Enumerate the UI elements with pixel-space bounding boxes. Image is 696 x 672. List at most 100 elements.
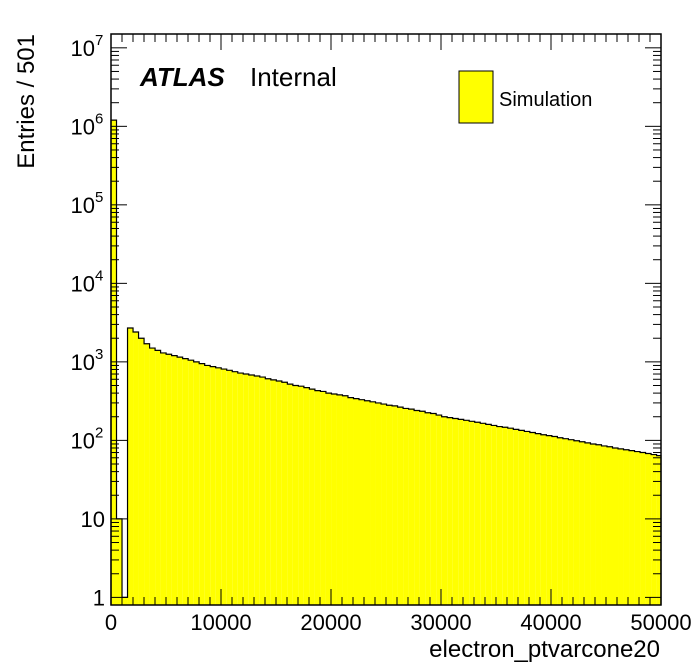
histogram-bin (204, 365, 211, 605)
histogram-bin (480, 423, 486, 605)
histogram-bin (309, 389, 315, 605)
histogram-bin (535, 433, 541, 605)
histogram-bin (546, 435, 552, 605)
histogram-bin (656, 455, 661, 605)
y-tick-label: 310 (71, 346, 104, 375)
x-axis-title: electron_ptvarcone20 (429, 636, 660, 663)
histogram-bin (325, 393, 332, 605)
y-tick-base: 10 (71, 193, 95, 218)
histogram-bin (160, 352, 167, 605)
y-tick-label: 510 (71, 189, 104, 218)
y-tick-exponent: 7 (95, 32, 103, 49)
histogram-bin (408, 409, 415, 605)
histogram-bin (414, 410, 420, 605)
histogram-bin (386, 405, 393, 605)
x-tick-label: 50000 (630, 610, 691, 635)
histogram-bin (155, 350, 161, 605)
histogram-bin (606, 446, 613, 605)
x-tick-labels: 0 10000 20000 30000 40000 50000 (105, 610, 692, 635)
histogram-bin (419, 411, 426, 605)
histogram-bin (584, 442, 591, 605)
histogram-bin (441, 416, 448, 605)
y-tick-exponent: 5 (95, 189, 103, 206)
histogram-bin (573, 440, 580, 605)
histogram-bin (138, 338, 145, 605)
histogram-bin (623, 449, 630, 605)
histogram-bars (111, 120, 661, 605)
histogram-bin (177, 357, 183, 605)
histogram-bin (199, 363, 205, 605)
histogram-bin (474, 422, 481, 605)
histogram-bin (524, 431, 530, 605)
histogram-bin (221, 369, 227, 605)
histogram-bin (601, 445, 607, 605)
y-tick-base: 10 (71, 114, 95, 139)
histogram-bin (513, 429, 519, 605)
histogram-bin (579, 441, 585, 605)
histogram-bin (347, 397, 354, 605)
histogram-bin (364, 400, 371, 605)
histogram-bin (193, 361, 200, 605)
internal-label: Internal (250, 62, 337, 92)
histogram-bin (458, 419, 464, 605)
histogram-bin (518, 430, 525, 605)
histogram-bin (392, 405, 398, 605)
histogram-bin (403, 408, 409, 605)
histogram-bin (397, 407, 404, 605)
histogram-bin (507, 428, 514, 605)
histogram-bin (375, 402, 382, 605)
histogram-bin (276, 381, 282, 605)
histogram-bin (331, 393, 337, 605)
y-tick-label: 210 (71, 424, 104, 453)
histogram-bin (320, 391, 326, 605)
histogram-bin (353, 398, 359, 605)
histogram-bin (447, 417, 453, 605)
histogram-bin (568, 439, 574, 605)
histogram-bin (463, 420, 470, 605)
histogram-bin (270, 379, 277, 605)
y-tick-exponent: 4 (95, 267, 103, 284)
histogram-bin (298, 386, 304, 605)
histogram-bin (259, 377, 266, 605)
histogram-bin (381, 404, 387, 605)
y-axis-title: Entries / 501 (13, 34, 40, 169)
histogram-bin (243, 374, 249, 605)
legend-label-simulation: Simulation (499, 89, 592, 111)
histogram-bin (281, 382, 288, 605)
histogram-bin (149, 348, 156, 605)
histogram-bin (640, 452, 646, 605)
histogram-bin (188, 360, 194, 605)
y-tick-exponent: 3 (95, 346, 103, 363)
histogram-bin (634, 451, 641, 605)
histogram-bin (237, 373, 244, 605)
histogram-bin (144, 343, 150, 605)
y-tick-label: 410 (71, 267, 104, 296)
legend: Simulation (458, 70, 592, 124)
y-tick-base: 10 (81, 507, 105, 532)
histogram-bin (232, 371, 238, 605)
histogram-bin (651, 454, 657, 605)
histogram-bin (358, 399, 365, 605)
y-tick-exponent: 2 (95, 424, 103, 441)
histogram-bin (595, 444, 602, 605)
y-tick-base: 1 (93, 585, 105, 610)
histogram-bin (210, 366, 216, 605)
histogram-bin (540, 434, 547, 605)
histogram-bin (314, 390, 321, 605)
histogram-bin (166, 354, 172, 605)
histogram-bin (590, 443, 596, 605)
histogram-bin (265, 378, 271, 605)
x-tick-label: 20000 (300, 610, 361, 635)
y-tick-base: 10 (71, 36, 95, 61)
x-tick-label: 40000 (520, 610, 581, 635)
histogram-bin (336, 394, 343, 605)
histogram-bin (452, 418, 459, 605)
histogram-bin (127, 327, 134, 605)
x-tick-label: 0 (105, 610, 117, 635)
histogram-bin (248, 375, 255, 605)
histogram-outline (110, 119, 662, 605)
histogram-bin (342, 395, 348, 605)
histogram-bin (557, 437, 563, 605)
